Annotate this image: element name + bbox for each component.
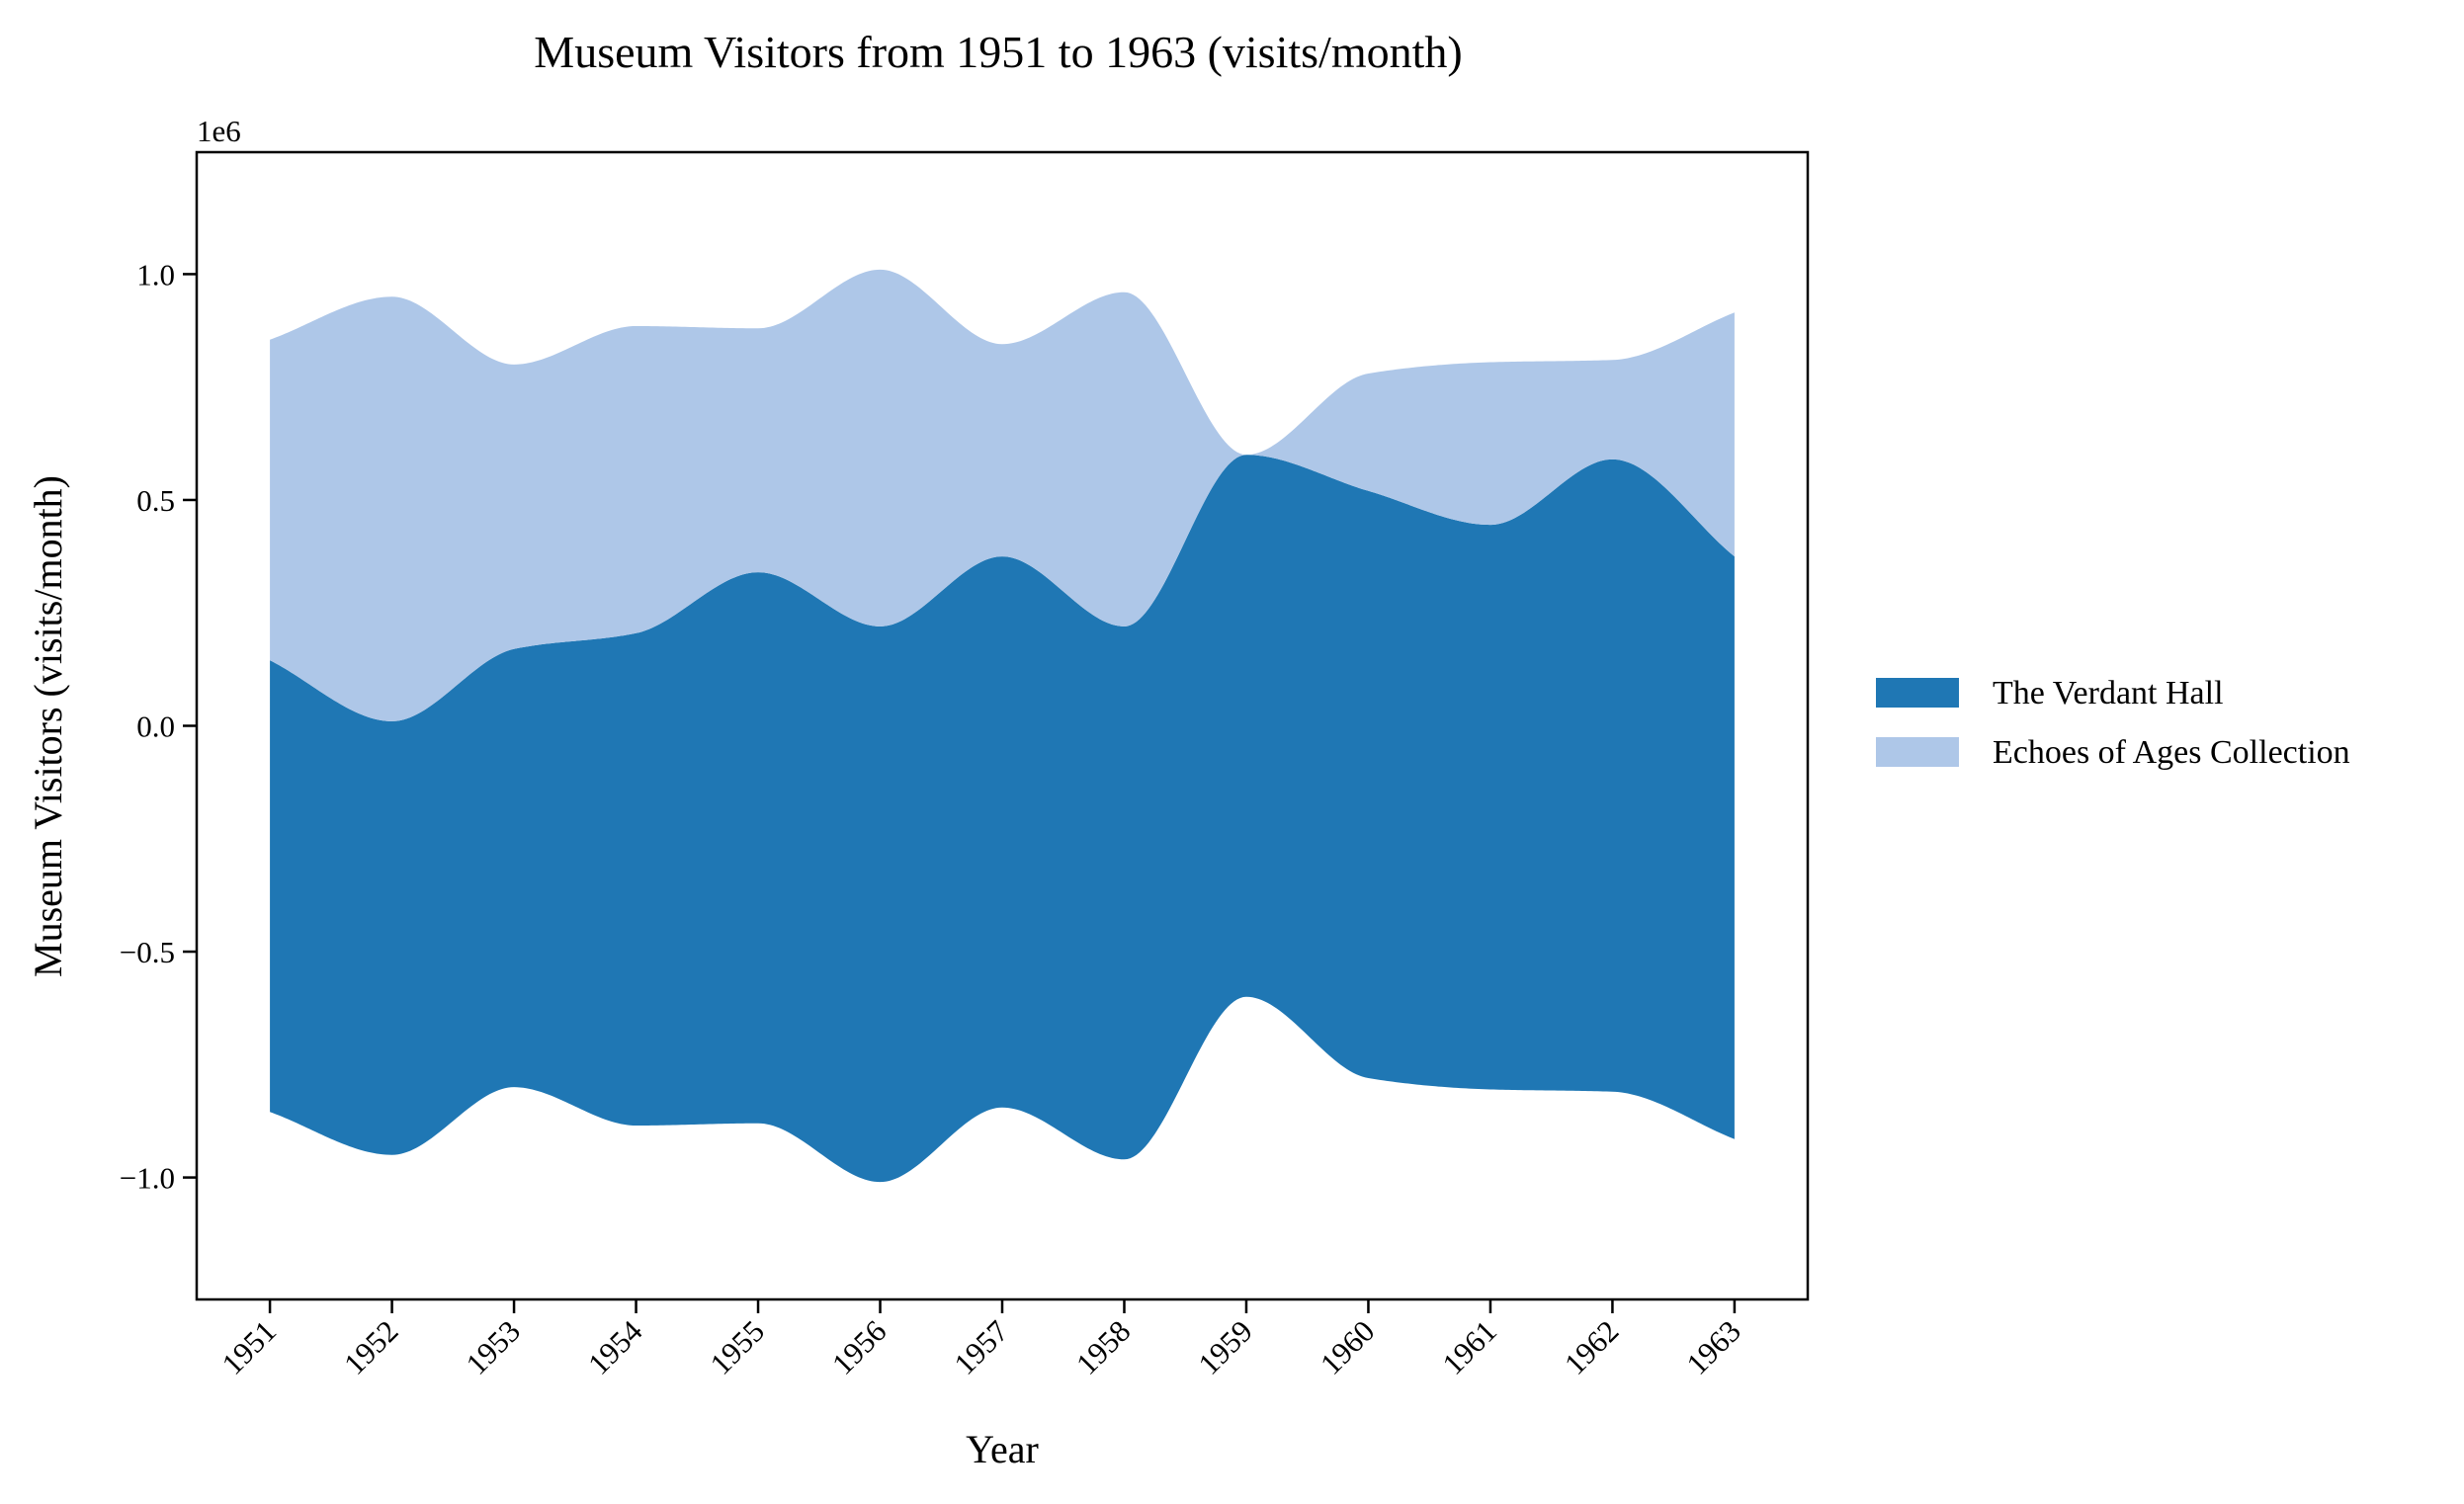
y-axis-label: Museum Visitors (visits/month) xyxy=(26,475,70,977)
x-tick-label: 1952 xyxy=(337,1313,405,1381)
stream-areas xyxy=(270,269,1735,1183)
x-tick-label: 1959 xyxy=(1191,1313,1259,1381)
chart-title: Museum Visitors from 1951 to 1963 (visit… xyxy=(534,27,1462,77)
legend: The Verdant Hall Echoes of Ages Collectio… xyxy=(1876,675,2350,771)
area-the-verdant-hall xyxy=(270,455,1735,1183)
x-tick-label: 1963 xyxy=(1679,1313,1747,1381)
legend-swatch-echoes-of-ages-collection xyxy=(1876,737,1959,767)
x-axis-label: Year xyxy=(966,1427,1039,1471)
y-axis: −1.0 −0.5 0.0 0.5 1.0 xyxy=(120,257,197,1196)
legend-label-echoes-of-ages-collection: Echoes of Ages Collection xyxy=(1993,734,2350,771)
x-tick-label: 1961 xyxy=(1435,1313,1503,1381)
x-tick-label: 1960 xyxy=(1314,1313,1382,1381)
x-tick-label: 1962 xyxy=(1558,1313,1626,1381)
y-tick-label: 0.5 xyxy=(136,483,175,518)
y-tick-label: −1.0 xyxy=(120,1161,175,1196)
x-tick-label: 1957 xyxy=(947,1313,1015,1381)
y-offset-label: 1e6 xyxy=(197,114,241,148)
legend-swatch-the-verdant-hall xyxy=(1876,678,1959,708)
x-axis: 1951 1952 1953 1954 1955 1956 1957 1958 1959 1960… xyxy=(214,1299,1747,1381)
x-tick-label: 1956 xyxy=(825,1313,893,1381)
y-tick-label: 0.0 xyxy=(136,710,175,744)
x-tick-label: 1954 xyxy=(581,1313,649,1381)
x-tick-label: 1953 xyxy=(459,1313,527,1381)
area-echoes-of-ages-collection xyxy=(270,269,1735,721)
x-tick-label: 1958 xyxy=(1069,1313,1138,1381)
x-tick-label: 1951 xyxy=(214,1313,283,1381)
y-tick-label: −0.5 xyxy=(120,935,175,969)
x-tick-label: 1955 xyxy=(703,1313,771,1381)
y-tick-label: 1.0 xyxy=(136,257,175,292)
legend-label-the-verdant-hall: The Verdant Hall xyxy=(1993,675,2224,711)
